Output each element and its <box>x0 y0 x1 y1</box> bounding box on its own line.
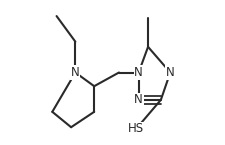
Text: N: N <box>165 66 174 79</box>
Text: N: N <box>71 66 79 79</box>
Text: N: N <box>134 66 142 79</box>
Text: HS: HS <box>127 122 144 135</box>
Text: N: N <box>134 93 142 106</box>
